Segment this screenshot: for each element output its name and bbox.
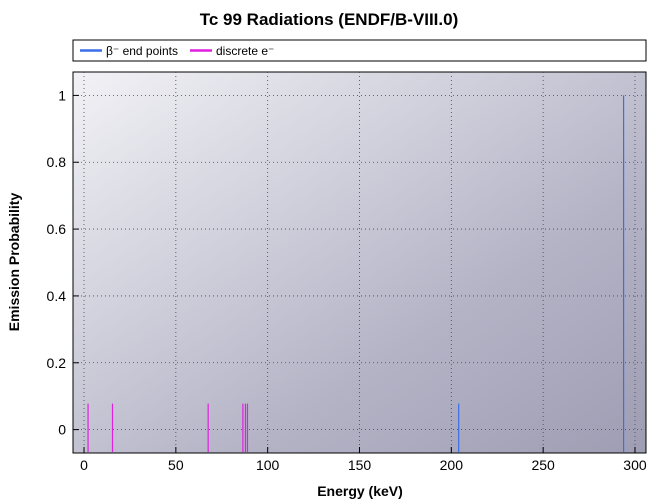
x-tick-label: 150 <box>348 457 372 473</box>
y-tick-label: 0.4 <box>47 288 67 304</box>
x-tick-label: 200 <box>440 457 464 473</box>
y-tick-label: 0.8 <box>47 154 67 170</box>
x-axis-label: Energy (keV) <box>317 483 403 499</box>
y-tick-label: 0.2 <box>47 355 67 371</box>
y-tick-label: 1 <box>58 87 66 103</box>
y-tick-label: 0.6 <box>47 221 67 237</box>
chart-title: Tc 99 Radiations (ENDF/B-VIII.0) <box>200 10 459 29</box>
legend-label-beta: β⁻ end points <box>106 44 178 58</box>
x-tick-label: 250 <box>531 457 555 473</box>
series-layer <box>87 95 625 452</box>
plot-area <box>72 71 647 454</box>
y-tick-label: 0 <box>58 422 66 438</box>
x-tick-label: 0 <box>80 457 88 473</box>
x-tick-label: 100 <box>256 457 280 473</box>
legend-label-electron: discrete e⁻ <box>216 44 274 58</box>
axis-ticks: 0 50 100 150 200 250 300 0 0.2 0.4 0.6 0.8 1 <box>47 87 647 473</box>
x-tick-label: 50 <box>168 457 184 473</box>
legend: β⁻ end points discrete e⁻ <box>72 39 647 62</box>
x-tick-label: 300 <box>623 457 647 473</box>
legend-box <box>72 39 647 62</box>
y-axis-label: Emission Probability <box>6 193 22 332</box>
